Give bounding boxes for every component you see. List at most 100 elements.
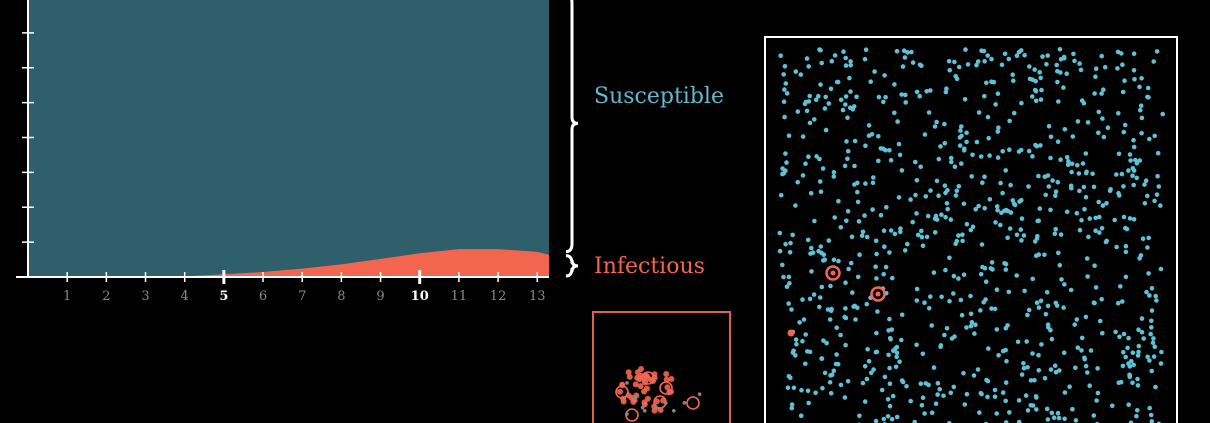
susceptible-dot bbox=[1057, 262, 1063, 268]
x-tick-label: 5 bbox=[219, 289, 228, 304]
susceptible-dot bbox=[828, 283, 833, 289]
susceptible-dot bbox=[834, 352, 839, 357]
susceptible-dot bbox=[1053, 226, 1058, 232]
susceptible-dot bbox=[996, 353, 1001, 358]
susceptible-dot bbox=[813, 97, 819, 103]
susceptible-dot bbox=[962, 402, 968, 407]
x-tick-label: 4 bbox=[181, 289, 189, 304]
x-axis-ticks: 1 2 3 4 5 6 7 8 9 10 11 12 13 bbox=[63, 270, 546, 304]
susceptible-dot bbox=[789, 402, 795, 407]
susceptible-dot bbox=[788, 240, 793, 246]
susceptible-dot bbox=[879, 387, 885, 393]
susceptible-dot bbox=[1095, 390, 1101, 396]
x-tick-label: 10 bbox=[411, 289, 429, 304]
susceptible-dot bbox=[789, 405, 795, 411]
susceptible-dot bbox=[835, 361, 841, 367]
susceptible-dot bbox=[848, 59, 853, 64]
susceptible-dot bbox=[1077, 188, 1082, 194]
susceptible-dot bbox=[1068, 287, 1074, 293]
susceptible-dot bbox=[800, 297, 805, 302]
susceptible-dot bbox=[982, 93, 987, 99]
susceptible-dot bbox=[778, 53, 783, 58]
susceptible-dot bbox=[890, 393, 896, 399]
susceptible-label: Susceptible bbox=[594, 84, 724, 109]
susceptible-dot bbox=[1003, 380, 1009, 385]
susceptible-dot bbox=[1159, 349, 1164, 355]
susceptible-dot bbox=[1143, 178, 1149, 183]
susceptible-dot bbox=[962, 97, 968, 102]
susceptible-dot bbox=[992, 306, 998, 312]
susceptible-brace bbox=[565, 0, 579, 254]
susceptible-dot bbox=[989, 79, 994, 84]
susceptible-dot bbox=[1127, 364, 1133, 369]
susceptible-dot bbox=[897, 359, 902, 365]
susceptible-dot bbox=[958, 297, 964, 303]
susceptible-dot bbox=[1093, 215, 1098, 221]
susceptible-dot bbox=[970, 224, 976, 230]
susceptible-dot bbox=[1151, 354, 1157, 359]
susceptible-dot bbox=[781, 274, 786, 280]
susceptible-dot bbox=[1110, 403, 1115, 409]
susceptible-dot bbox=[845, 115, 850, 120]
susceptible-dot bbox=[793, 337, 799, 342]
susceptible-dot bbox=[1050, 178, 1055, 183]
susceptible-dot bbox=[1097, 230, 1102, 235]
susceptible-dot bbox=[845, 148, 851, 154]
susceptible-dot bbox=[864, 234, 870, 240]
susceptible-dot bbox=[968, 227, 974, 233]
susceptible-dot bbox=[843, 55, 848, 61]
susceptible-dot bbox=[903, 100, 908, 105]
susceptible-dot bbox=[1117, 334, 1122, 340]
susceptible-dot bbox=[1092, 300, 1097, 306]
susceptible-dot bbox=[1037, 206, 1043, 211]
susceptible-dot bbox=[1061, 85, 1066, 90]
susceptible-dot bbox=[1120, 363, 1126, 369]
susceptible-dot bbox=[979, 48, 984, 53]
susceptible-dot bbox=[1151, 59, 1156, 64]
susceptible-dot bbox=[913, 159, 918, 165]
susceptible-dot bbox=[852, 138, 858, 144]
susceptible-dot bbox=[979, 391, 984, 397]
susceptible-dot bbox=[1002, 51, 1008, 57]
susceptible-dot bbox=[783, 168, 788, 173]
susceptible-dot bbox=[1127, 372, 1132, 378]
susceptible-dot bbox=[809, 245, 814, 251]
susceptible-dot bbox=[986, 135, 991, 141]
susceptible-dot bbox=[1015, 339, 1021, 345]
susceptible-dot bbox=[782, 64, 788, 69]
susceptible-dot bbox=[1135, 376, 1140, 382]
susceptible-dot bbox=[1099, 91, 1104, 96]
susceptible-dot bbox=[1128, 158, 1133, 163]
susceptible-dot bbox=[1160, 111, 1165, 117]
susceptible-dot bbox=[862, 213, 867, 218]
susceptible-dot bbox=[985, 394, 990, 400]
susceptible-dot bbox=[943, 190, 948, 196]
susceptible-dot bbox=[805, 237, 811, 243]
susceptible-dot bbox=[848, 89, 853, 94]
susceptible-dot bbox=[1014, 273, 1019, 278]
susceptible-dot bbox=[1024, 339, 1029, 344]
susceptible-dot bbox=[873, 238, 879, 244]
susceptible-dot bbox=[978, 308, 983, 313]
susceptible-dot bbox=[1055, 410, 1061, 416]
susceptible-dot bbox=[1139, 329, 1145, 335]
susceptible-dot bbox=[807, 93, 812, 99]
susceptible-dot bbox=[1036, 173, 1041, 179]
susceptible-dot bbox=[899, 312, 905, 318]
susceptible-dot bbox=[781, 99, 787, 104]
susceptible-dot bbox=[866, 358, 872, 364]
x-tick-label: 3 bbox=[141, 289, 149, 304]
susceptible-dot bbox=[780, 262, 785, 268]
susceptible-dot bbox=[1073, 365, 1078, 371]
susceptible-dot bbox=[1027, 76, 1033, 82]
susceptible-dot bbox=[1032, 377, 1037, 383]
susceptible-dot bbox=[1079, 348, 1084, 353]
susceptible-dot bbox=[986, 346, 991, 351]
susceptible-dot bbox=[952, 164, 958, 169]
susceptible-dot bbox=[915, 232, 921, 238]
susceptible-dot bbox=[931, 270, 937, 275]
susceptible-dot bbox=[945, 206, 950, 212]
susceptible-dot bbox=[798, 72, 804, 77]
susceptible-dot bbox=[1000, 390, 1006, 395]
susceptible-dot bbox=[1102, 64, 1108, 70]
